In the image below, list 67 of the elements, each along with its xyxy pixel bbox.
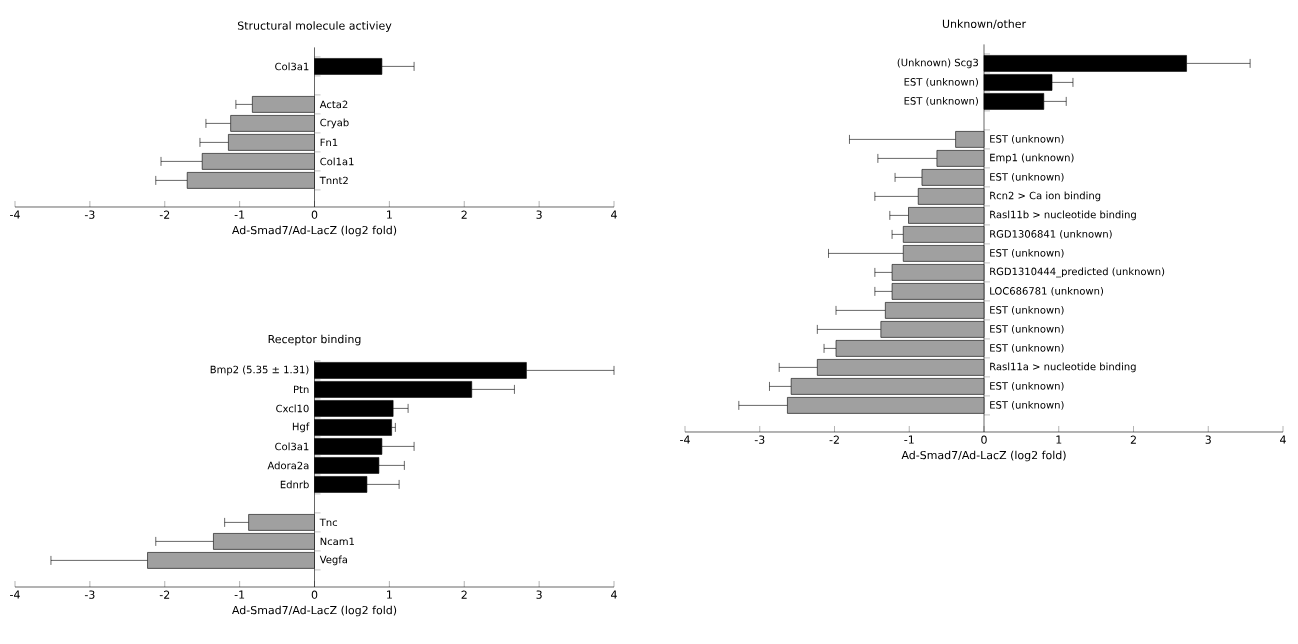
y-tick-label: (Unknown) Scg3 xyxy=(897,58,979,69)
x-tick-label: 4 xyxy=(1280,435,1286,444)
x-tick-label: 4 xyxy=(611,210,617,219)
y-tick-label: Tnnt2 xyxy=(319,176,348,185)
y-tick-label: LOC686781 (unknown) xyxy=(990,286,1103,296)
y-tick-label: Ednrb xyxy=(280,480,309,489)
y-tick-label: Col3a1 xyxy=(275,62,309,71)
y-tick-label: Vegfa xyxy=(319,555,348,566)
y-tick-label: Col3a1 xyxy=(275,442,309,451)
x-tick-label: 0 xyxy=(311,590,318,599)
x-tick-label: -4 xyxy=(10,210,20,219)
y-tick-label: Tnc xyxy=(319,518,338,527)
chart-title: Unknown/other xyxy=(942,19,1027,29)
y-tick-label: Bmp2 (5.35 ± 1.31) xyxy=(210,365,309,376)
x-tick-label: -4 xyxy=(10,590,20,599)
y-tick-label: RGD1310444_predicted (unknown) xyxy=(990,267,1165,278)
x-tick-label: -1 xyxy=(234,590,245,599)
y-tick-label: EST (unknown) xyxy=(990,343,1064,353)
x-tick-label: 4 xyxy=(611,590,617,599)
x-tick-label: -3 xyxy=(84,590,95,599)
x-tick-label: -1 xyxy=(904,435,914,444)
y-tick-label: RGD1306841 (unknown) xyxy=(990,229,1112,239)
x-tick-label: -2 xyxy=(829,435,839,444)
x-tick-label: 1 xyxy=(387,590,392,599)
x-tick-label: -3 xyxy=(754,435,765,444)
y-tick-label: Cryab xyxy=(320,118,349,129)
y-tick-label: Rasl11a > nucleotide binding xyxy=(990,362,1136,373)
y-tick-label: EST (unknown) xyxy=(990,248,1064,258)
x-axis-title: Ad-Smad7/Ad-LacZ (log2 fold) xyxy=(232,605,397,617)
y-tick-label: EST (unknown) xyxy=(904,96,978,106)
x-tick-label: 1 xyxy=(387,210,392,219)
x-tick-label: 2 xyxy=(461,590,467,599)
x-tick-label: 3 xyxy=(1205,435,1211,444)
chart-title: Structural molecule activiey xyxy=(237,21,392,32)
x-tick-label: -2 xyxy=(159,210,170,219)
chart-title: Receptor binding xyxy=(268,334,361,346)
x-axis-title: Ad-Smad7/Ad-LacZ (log2 fold) xyxy=(232,225,397,237)
x-tick-label: 1 xyxy=(1056,435,1062,444)
x-axis-title: Ad-Smad7/Ad-LacZ (log2 fold) xyxy=(901,450,1066,462)
y-tick-label: Acta2 xyxy=(319,100,348,109)
y-tick-label: EST (unknown) xyxy=(990,305,1064,315)
y-tick-label: EST (unknown) xyxy=(990,172,1064,182)
y-tick-label: Ptn xyxy=(294,385,309,394)
x-tick-label: -2 xyxy=(159,590,170,599)
y-tick-label: Rasl11b > nucleotide binding xyxy=(990,210,1136,221)
x-tick-label: -3 xyxy=(84,210,95,219)
y-tick-label: Emp1 (unknown) xyxy=(990,153,1074,164)
y-tick-label: EST (unknown) xyxy=(990,381,1064,391)
y-tick-label: EST (unknown) xyxy=(990,400,1064,410)
x-tick-label: 3 xyxy=(536,590,542,599)
y-tick-label: Col1a1 xyxy=(320,157,354,166)
x-tick-label: 3 xyxy=(536,210,542,219)
y-tick-label: Cxcl10 xyxy=(276,404,309,413)
x-tick-label: 2 xyxy=(461,210,467,219)
x-tick-label: 2 xyxy=(1130,435,1136,444)
y-tick-label: Rcn2 > Ca ion binding xyxy=(990,191,1101,202)
y-tick-label: Fn1 xyxy=(320,138,338,147)
x-tick-label: 0 xyxy=(981,435,987,444)
x-tick-label: -4 xyxy=(680,435,690,444)
y-tick-label: EST (unknown) xyxy=(990,134,1064,144)
y-tick-label: EST (unknown) xyxy=(904,77,978,87)
y-tick-label: Ncam1 xyxy=(320,537,354,546)
x-tick-label: 0 xyxy=(311,210,318,219)
y-tick-label: Adora2a xyxy=(267,461,309,470)
y-tick-label: EST (unknown) xyxy=(990,324,1064,334)
y-tick-label: Hgf xyxy=(292,422,310,433)
x-tick-label: -1 xyxy=(234,210,245,219)
